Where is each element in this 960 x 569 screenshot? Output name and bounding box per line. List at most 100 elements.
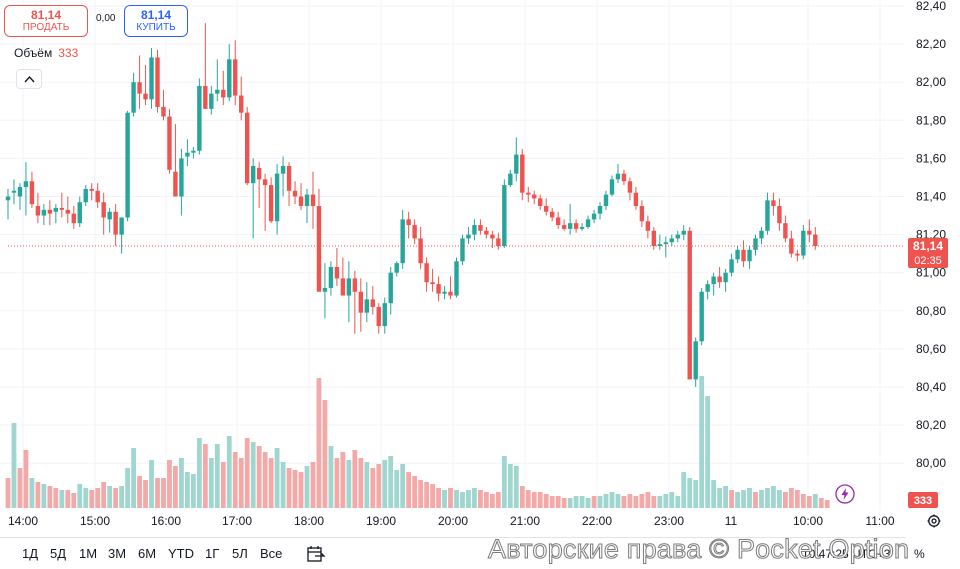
candle-body: [107, 211, 112, 220]
y-tick-label: 81,60: [916, 151, 946, 165]
collapse-legend-button[interactable]: [16, 69, 42, 89]
candle-body: [705, 284, 710, 292]
volume-bar: [753, 492, 758, 508]
period-all[interactable]: Все: [260, 546, 283, 561]
period-ytd[interactable]: YTD: [168, 546, 194, 561]
volume-bar: [531, 492, 537, 508]
candle-body: [95, 190, 100, 203]
time-axis[interactable]: 14:00 15:00 16:00 17:00 18:00 19:00 20:00 21:00…: [8, 514, 895, 528]
clock-utc[interactable]: 10:47:25 UTC+3: [802, 547, 891, 561]
volume-bar: [454, 490, 459, 508]
volume-bar: [143, 480, 148, 508]
candle-body: [286, 166, 292, 191]
candle: [544, 198, 549, 216]
candle: [645, 215, 651, 239]
period-3m[interactable]: 3М: [108, 546, 127, 561]
sell-label: ПРОДАТЬ: [22, 22, 70, 33]
candle: [549, 207, 555, 222]
volume-bar: [107, 486, 113, 508]
volume-bar: [364, 462, 370, 508]
candle: [41, 204, 47, 226]
volume-bar: [292, 470, 298, 508]
candle-body: [376, 306, 381, 327]
candle: [771, 192, 776, 216]
volume-bar: [466, 490, 471, 508]
period-6m[interactable]: 6М: [138, 546, 157, 561]
spread-value: 0,00: [96, 13, 116, 24]
candle-body: [729, 259, 734, 273]
candle: [711, 272, 716, 296]
volume-bar: [394, 470, 400, 508]
candle: [268, 177, 274, 224]
x-tick-label: 18:00: [294, 514, 324, 528]
volume-bar: [705, 396, 711, 508]
lightning-icon[interactable]: [835, 484, 855, 504]
candle: [17, 183, 23, 210]
y-tick-label: 80,80: [916, 304, 946, 318]
volume-bar: [495, 492, 501, 508]
candle-body: [298, 196, 304, 207]
volume-bar: [711, 480, 717, 508]
period-5y[interactable]: 5Л: [232, 546, 248, 561]
candle: [723, 268, 728, 292]
candle-body: [639, 206, 645, 222]
volume-bar: [268, 458, 274, 508]
gear-icon[interactable]: [926, 513, 942, 529]
candle: [364, 282, 369, 323]
volume-bar: [561, 498, 567, 508]
candle-body: [484, 230, 489, 235]
candle: [741, 240, 746, 267]
candle: [149, 47, 154, 109]
calendar-range-icon[interactable]: [306, 544, 326, 564]
period-1y[interactable]: 1Г: [205, 546, 220, 561]
period-5d[interactable]: 5Д: [50, 546, 67, 561]
candle-body: [161, 106, 166, 117]
candle-body: [466, 234, 471, 239]
candle-body: [675, 234, 680, 239]
chart-grid: [0, 0, 905, 510]
volume-bar: [196, 438, 202, 508]
candle-body: [280, 166, 286, 174]
volume-bar: [525, 490, 531, 508]
volume-bar: [645, 492, 651, 508]
candle-body: [262, 179, 268, 186]
price-chart[interactable]: 82,4082,2082,0081,8081,6081,4081,2081,00…: [0, 0, 960, 540]
buy-button[interactable]: 81,14 КУПИТЬ: [124, 5, 188, 37]
volume-bar: [190, 474, 196, 508]
candle: [538, 194, 543, 210]
candle: [388, 266, 393, 315]
volume-bar: [304, 466, 310, 508]
y-tick-label: 82,20: [916, 37, 946, 51]
price-axis[interactable]: 82,4082,2082,0081,8081,6081,4081,2081,00…: [916, 0, 946, 470]
volume-bar: [436, 488, 441, 508]
period-1d[interactable]: 1Д: [22, 546, 39, 561]
candle: [400, 209, 405, 269]
volume-legend: Объём 333: [14, 46, 78, 60]
candle-body: [131, 82, 136, 113]
candle-body: [346, 278, 352, 296]
x-tick-label: 19:00: [366, 514, 396, 528]
volume-bar: [173, 466, 178, 508]
candle: [107, 207, 112, 233]
percent-toggle[interactable]: %: [914, 547, 925, 561]
sell-button[interactable]: 81,14 ПРОДАТЬ: [4, 5, 88, 37]
volume-bar: [418, 480, 424, 508]
candle: [322, 263, 328, 319]
volume-bar: [77, 484, 83, 508]
volume-bar: [824, 500, 830, 508]
volume-bar: [669, 492, 675, 508]
period-1m[interactable]: 1М: [79, 546, 98, 561]
candle: [783, 215, 788, 243]
volume-bar: [806, 496, 812, 508]
candle: [597, 202, 603, 220]
candle: [316, 188, 322, 292]
volume-bar: [765, 488, 770, 508]
volume-bar: [149, 460, 154, 508]
volume-bar: [430, 484, 435, 508]
candle: [203, 23, 208, 109]
candle-body: [579, 226, 585, 229]
candle: [454, 257, 459, 298]
candle: [256, 162, 262, 208]
volume-bar: [478, 490, 483, 508]
candle: [705, 280, 710, 300]
